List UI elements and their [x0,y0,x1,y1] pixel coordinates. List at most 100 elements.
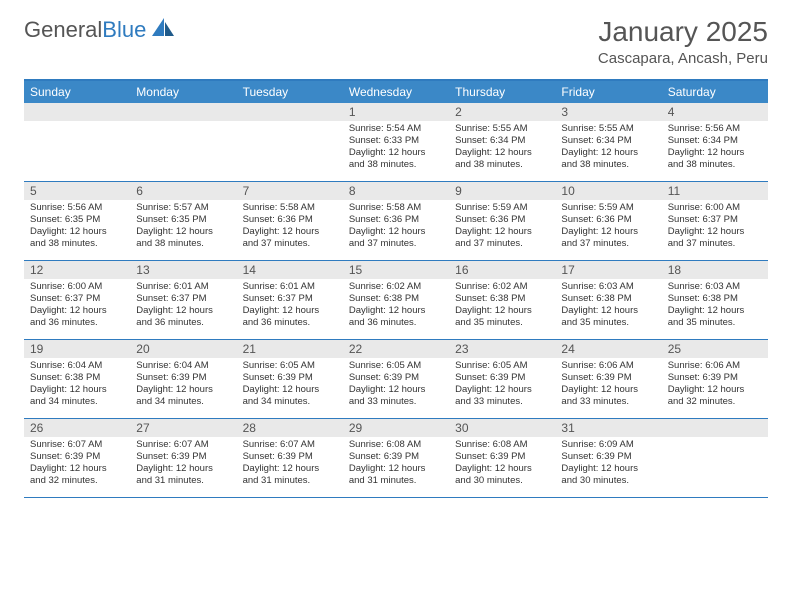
day-body: Sunrise: 5:59 AMSunset: 6:36 PMDaylight:… [555,200,661,254]
sunset-text: Sunset: 6:36 PM [243,214,337,226]
sunset-text: Sunset: 6:34 PM [668,135,762,147]
sunrise-text: Sunrise: 5:59 AM [561,202,655,214]
sunset-text: Sunset: 6:39 PM [668,372,762,384]
day-number: 13 [130,261,236,279]
daylight-line2: and 33 minutes. [349,396,443,408]
sunset-text: Sunset: 6:36 PM [561,214,655,226]
sunset-text: Sunset: 6:36 PM [455,214,549,226]
daylight-line2: and 35 minutes. [561,317,655,329]
day-body: Sunrise: 5:59 AMSunset: 6:36 PMDaylight:… [449,200,555,254]
sunrise-text: Sunrise: 6:09 AM [561,439,655,451]
day-number: 10 [555,182,661,200]
sunrise-text: Sunrise: 6:03 AM [561,281,655,293]
day-body: Sunrise: 6:01 AMSunset: 6:37 PMDaylight:… [237,279,343,333]
day-cell [662,419,768,497]
sunrise-text: Sunrise: 6:04 AM [136,360,230,372]
day-number: 12 [24,261,130,279]
day-cell: 9Sunrise: 5:59 AMSunset: 6:36 PMDaylight… [449,182,555,260]
day-cell: 7Sunrise: 5:58 AMSunset: 6:36 PMDaylight… [237,182,343,260]
day-number: 29 [343,419,449,437]
day-cell: 19Sunrise: 6:04 AMSunset: 6:38 PMDayligh… [24,340,130,418]
daylight-line2: and 37 minutes. [455,238,549,250]
day-number: 11 [662,182,768,200]
day-cell: 6Sunrise: 5:57 AMSunset: 6:35 PMDaylight… [130,182,236,260]
day-number: 9 [449,182,555,200]
daylight-line1: Daylight: 12 hours [349,384,443,396]
day-body: Sunrise: 6:03 AMSunset: 6:38 PMDaylight:… [555,279,661,333]
day-cell: 10Sunrise: 5:59 AMSunset: 6:36 PMDayligh… [555,182,661,260]
daylight-line1: Daylight: 12 hours [136,305,230,317]
weeks-container: 1Sunrise: 5:54 AMSunset: 6:33 PMDaylight… [24,103,768,498]
day-body: Sunrise: 5:57 AMSunset: 6:35 PMDaylight:… [130,200,236,254]
weekday-label: Sunday [24,81,130,103]
daylight-line2: and 34 minutes. [136,396,230,408]
daylight-line2: and 30 minutes. [561,475,655,487]
day-body: Sunrise: 6:05 AMSunset: 6:39 PMDaylight:… [237,358,343,412]
day-cell [24,103,130,181]
sunrise-text: Sunrise: 6:04 AM [30,360,124,372]
daylight-line1: Daylight: 12 hours [561,226,655,238]
daylight-line1: Daylight: 12 hours [668,384,762,396]
day-number: 31 [555,419,661,437]
day-body: Sunrise: 5:58 AMSunset: 6:36 PMDaylight:… [237,200,343,254]
daylight-line1: Daylight: 12 hours [668,226,762,238]
day-number: 18 [662,261,768,279]
daylight-line1: Daylight: 12 hours [30,305,124,317]
daylight-line1: Daylight: 12 hours [243,226,337,238]
location: Cascapara, Ancash, Peru [598,50,768,67]
daylight-line1: Daylight: 12 hours [243,463,337,475]
daylight-line2: and 36 minutes. [30,317,124,329]
day-body: Sunrise: 5:58 AMSunset: 6:36 PMDaylight:… [343,200,449,254]
day-cell: 27Sunrise: 6:07 AMSunset: 6:39 PMDayligh… [130,419,236,497]
day-body: Sunrise: 6:08 AMSunset: 6:39 PMDaylight:… [449,437,555,491]
week-row: 26Sunrise: 6:07 AMSunset: 6:39 PMDayligh… [24,419,768,498]
day-number: 17 [555,261,661,279]
week-row: 5Sunrise: 5:56 AMSunset: 6:35 PMDaylight… [24,182,768,261]
day-cell [237,103,343,181]
daylight-line1: Daylight: 12 hours [455,384,549,396]
daylight-line1: Daylight: 12 hours [349,226,443,238]
day-number: 19 [24,340,130,358]
logo-text: GeneralBlue [24,17,146,43]
title-block: January 2025 Cascapara, Ancash, Peru [598,16,768,67]
sunset-text: Sunset: 6:39 PM [455,372,549,384]
day-cell: 11Sunrise: 6:00 AMSunset: 6:37 PMDayligh… [662,182,768,260]
day-body: Sunrise: 6:04 AMSunset: 6:38 PMDaylight:… [24,358,130,412]
sunrise-text: Sunrise: 6:05 AM [243,360,337,372]
sunrise-text: Sunrise: 6:02 AM [349,281,443,293]
sunset-text: Sunset: 6:39 PM [30,451,124,463]
weekday-label: Saturday [662,81,768,103]
sunset-text: Sunset: 6:39 PM [243,372,337,384]
sunrise-text: Sunrise: 6:01 AM [136,281,230,293]
daylight-line1: Daylight: 12 hours [136,226,230,238]
sunrise-text: Sunrise: 6:07 AM [243,439,337,451]
day-number: 22 [343,340,449,358]
day-number [237,103,343,121]
daylight-line2: and 33 minutes. [455,396,549,408]
sunrise-text: Sunrise: 6:06 AM [668,360,762,372]
daylight-line1: Daylight: 12 hours [455,226,549,238]
day-body: Sunrise: 6:07 AMSunset: 6:39 PMDaylight:… [24,437,130,491]
sunset-text: Sunset: 6:34 PM [561,135,655,147]
day-number: 6 [130,182,236,200]
sunset-text: Sunset: 6:39 PM [455,451,549,463]
daylight-line1: Daylight: 12 hours [243,305,337,317]
daylight-line1: Daylight: 12 hours [136,384,230,396]
day-body: Sunrise: 6:05 AMSunset: 6:39 PMDaylight:… [449,358,555,412]
day-cell: 2Sunrise: 5:55 AMSunset: 6:34 PMDaylight… [449,103,555,181]
day-body: Sunrise: 5:56 AMSunset: 6:34 PMDaylight:… [662,121,768,175]
sunrise-text: Sunrise: 5:58 AM [243,202,337,214]
day-number: 21 [237,340,343,358]
daylight-line2: and 33 minutes. [561,396,655,408]
day-cell: 20Sunrise: 6:04 AMSunset: 6:39 PMDayligh… [130,340,236,418]
sunset-text: Sunset: 6:34 PM [455,135,549,147]
day-cell: 29Sunrise: 6:08 AMSunset: 6:39 PMDayligh… [343,419,449,497]
day-number: 2 [449,103,555,121]
sunrise-text: Sunrise: 5:56 AM [668,123,762,135]
sunrise-text: Sunrise: 5:56 AM [30,202,124,214]
sunset-text: Sunset: 6:39 PM [243,451,337,463]
week-row: 12Sunrise: 6:00 AMSunset: 6:37 PMDayligh… [24,261,768,340]
day-number: 28 [237,419,343,437]
daylight-line2: and 38 minutes. [136,238,230,250]
sunset-text: Sunset: 6:39 PM [561,451,655,463]
